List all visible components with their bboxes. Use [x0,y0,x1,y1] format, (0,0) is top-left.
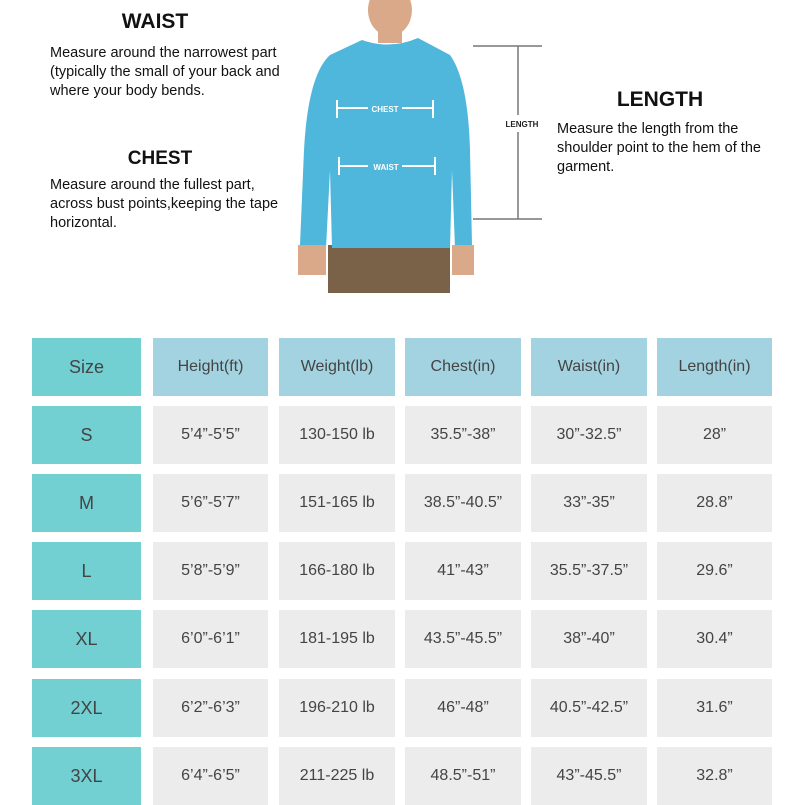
value-cell: 46”-48” [405,679,521,737]
value-cell: 38.5”-40.5” [405,474,521,532]
model-figure: CHEST WAIST LENGTH [298,0,542,293]
value-cell: 35.5”-37.5” [531,542,647,600]
value-cell: 31.6” [657,679,772,737]
value-cell: 130-150 lb [279,406,395,464]
value-cell: 43.5”-45.5” [405,610,521,668]
waist-description: Measure around the narrowest part (typic… [50,45,280,99]
shirt [300,38,472,248]
size-cell: 3XL [32,747,141,805]
size-cell: M [32,474,141,532]
header-cell: Size [32,338,141,396]
value-cell: 6’4”-6’5” [153,747,268,805]
value-cell: 28” [657,406,772,464]
value-cell: 181-195 lb [279,610,395,668]
length-description: Measure the length from the shoulder poi… [557,121,761,175]
value-cell: 5’4”-5’5” [153,406,268,464]
value-cell: 166-180 lb [279,542,395,600]
value-cell: 48.5”-51” [405,747,521,805]
value-cell: 29.6” [657,542,772,600]
value-cell: 35.5”-38” [405,406,521,464]
size-cell: XL [32,610,141,668]
value-cell: 151-165 lb [279,474,395,532]
value-cell: 41”-43” [405,542,521,600]
header-cell: Chest(in) [405,338,521,396]
size-cell: S [32,406,141,464]
length-title: LENGTH [616,88,704,111]
value-cell: 38”-40” [531,610,647,668]
header-cell: Weight(lb) [279,338,395,396]
chest-title: CHEST [127,148,193,169]
value-cell: 30.4” [657,610,772,668]
value-cell: 196-210 lb [279,679,395,737]
value-cell: 43”-45.5” [531,747,647,805]
header-cell: Waist(in) [531,338,647,396]
value-cell: 30”-32.5” [531,406,647,464]
waist-title: WAIST [121,10,189,33]
value-cell: 6’0”-6’1” [153,610,268,668]
value-cell: 32.8” [657,747,772,805]
value-cell: 40.5”-42.5” [531,679,647,737]
size-cell: 2XL [32,679,141,737]
waist-label: WAIST [373,163,398,172]
pants [328,245,450,293]
chest-label: CHEST [371,105,398,114]
value-cell: 211-225 lb [279,747,395,805]
value-cell: 6’2”-6’3” [153,679,268,737]
header-cell: Length(in) [657,338,772,396]
header-cell: Height(ft) [153,338,268,396]
value-cell: 28.8” [657,474,772,532]
value-cell: 5’8”-5’9” [153,542,268,600]
value-cell: 5’6”-5’7” [153,474,268,532]
value-cell: 33”-35” [531,474,647,532]
chest-description: Measure around the fullest part, across … [50,177,279,231]
size-cell: L [32,542,141,600]
length-label: LENGTH [506,120,539,129]
